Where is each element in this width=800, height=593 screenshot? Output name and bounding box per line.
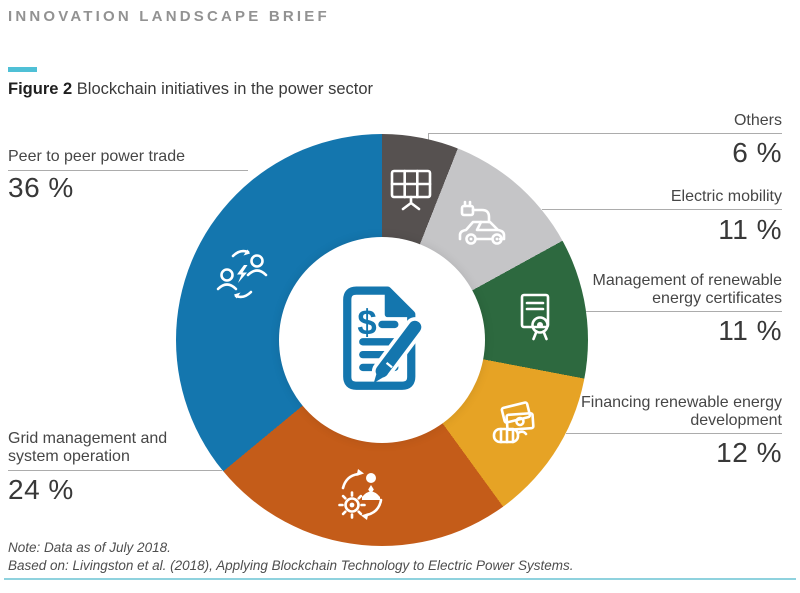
slice-label-grid-management: Grid management and system operation [8,430,168,465]
certificate-icon [505,286,565,346]
document-dollar-pen-icon: $ [343,286,425,390]
svg-text:$: $ [357,305,376,343]
slice-percent-others: 6 % [732,137,782,168]
bottom-rule [4,578,796,580]
label-certificates: Management of renewable energy certifica… [586,272,782,312]
brief-kicker: INNOVATION LANDSCAPE BRIEF [8,8,330,25]
donut-center: $ [279,237,485,443]
accent-dash [8,67,37,72]
slice-label-certificates: Management of renewable energy certifica… [592,272,782,307]
electric-car-icon [455,194,515,254]
slice-label-peer-to-peer: Peer to peer power trade [8,148,185,165]
gear-person-cycle-icon [333,464,393,524]
label-grid-management: Grid management and system operation [8,430,222,471]
slice-label-others: Others [733,112,782,129]
footnote-source: Based on: Livingston et al. (2018), Appl… [8,558,574,573]
footnote-data-date: Note: Data as of July 2018. [8,540,171,555]
slice-percent-certificates: 11 % [718,315,782,346]
label-electric-mobility: Electric mobility [542,188,782,210]
label-financing: Financing renewable energy development [566,394,782,434]
donut-chart: $ [176,134,588,546]
slice-percent-financing: 12 % [716,437,782,468]
slice-label-financing: Financing renewable energy development [580,394,782,429]
label-others: Others [428,112,782,153]
people-energy-exchange-icon [212,244,272,304]
slice-percent-grid-management: 24 % [8,474,74,505]
slice-label-electric-mobility: Electric mobility [670,188,782,205]
solar-panel-icon [381,158,441,218]
label-peer-to-peer: Peer to peer power trade [8,148,248,171]
figure-label: Figure 2 [8,80,73,98]
figure-caption: Figure 2 Blockchain initiatives in the p… [8,80,373,99]
slice-percent-electric-mobility: 11 % [718,214,782,245]
figure-title: Blockchain initiatives in the power sect… [76,80,374,98]
slice-percent-peer-to-peer: 36 % [8,172,74,203]
money-in-hand-icon [483,393,543,453]
